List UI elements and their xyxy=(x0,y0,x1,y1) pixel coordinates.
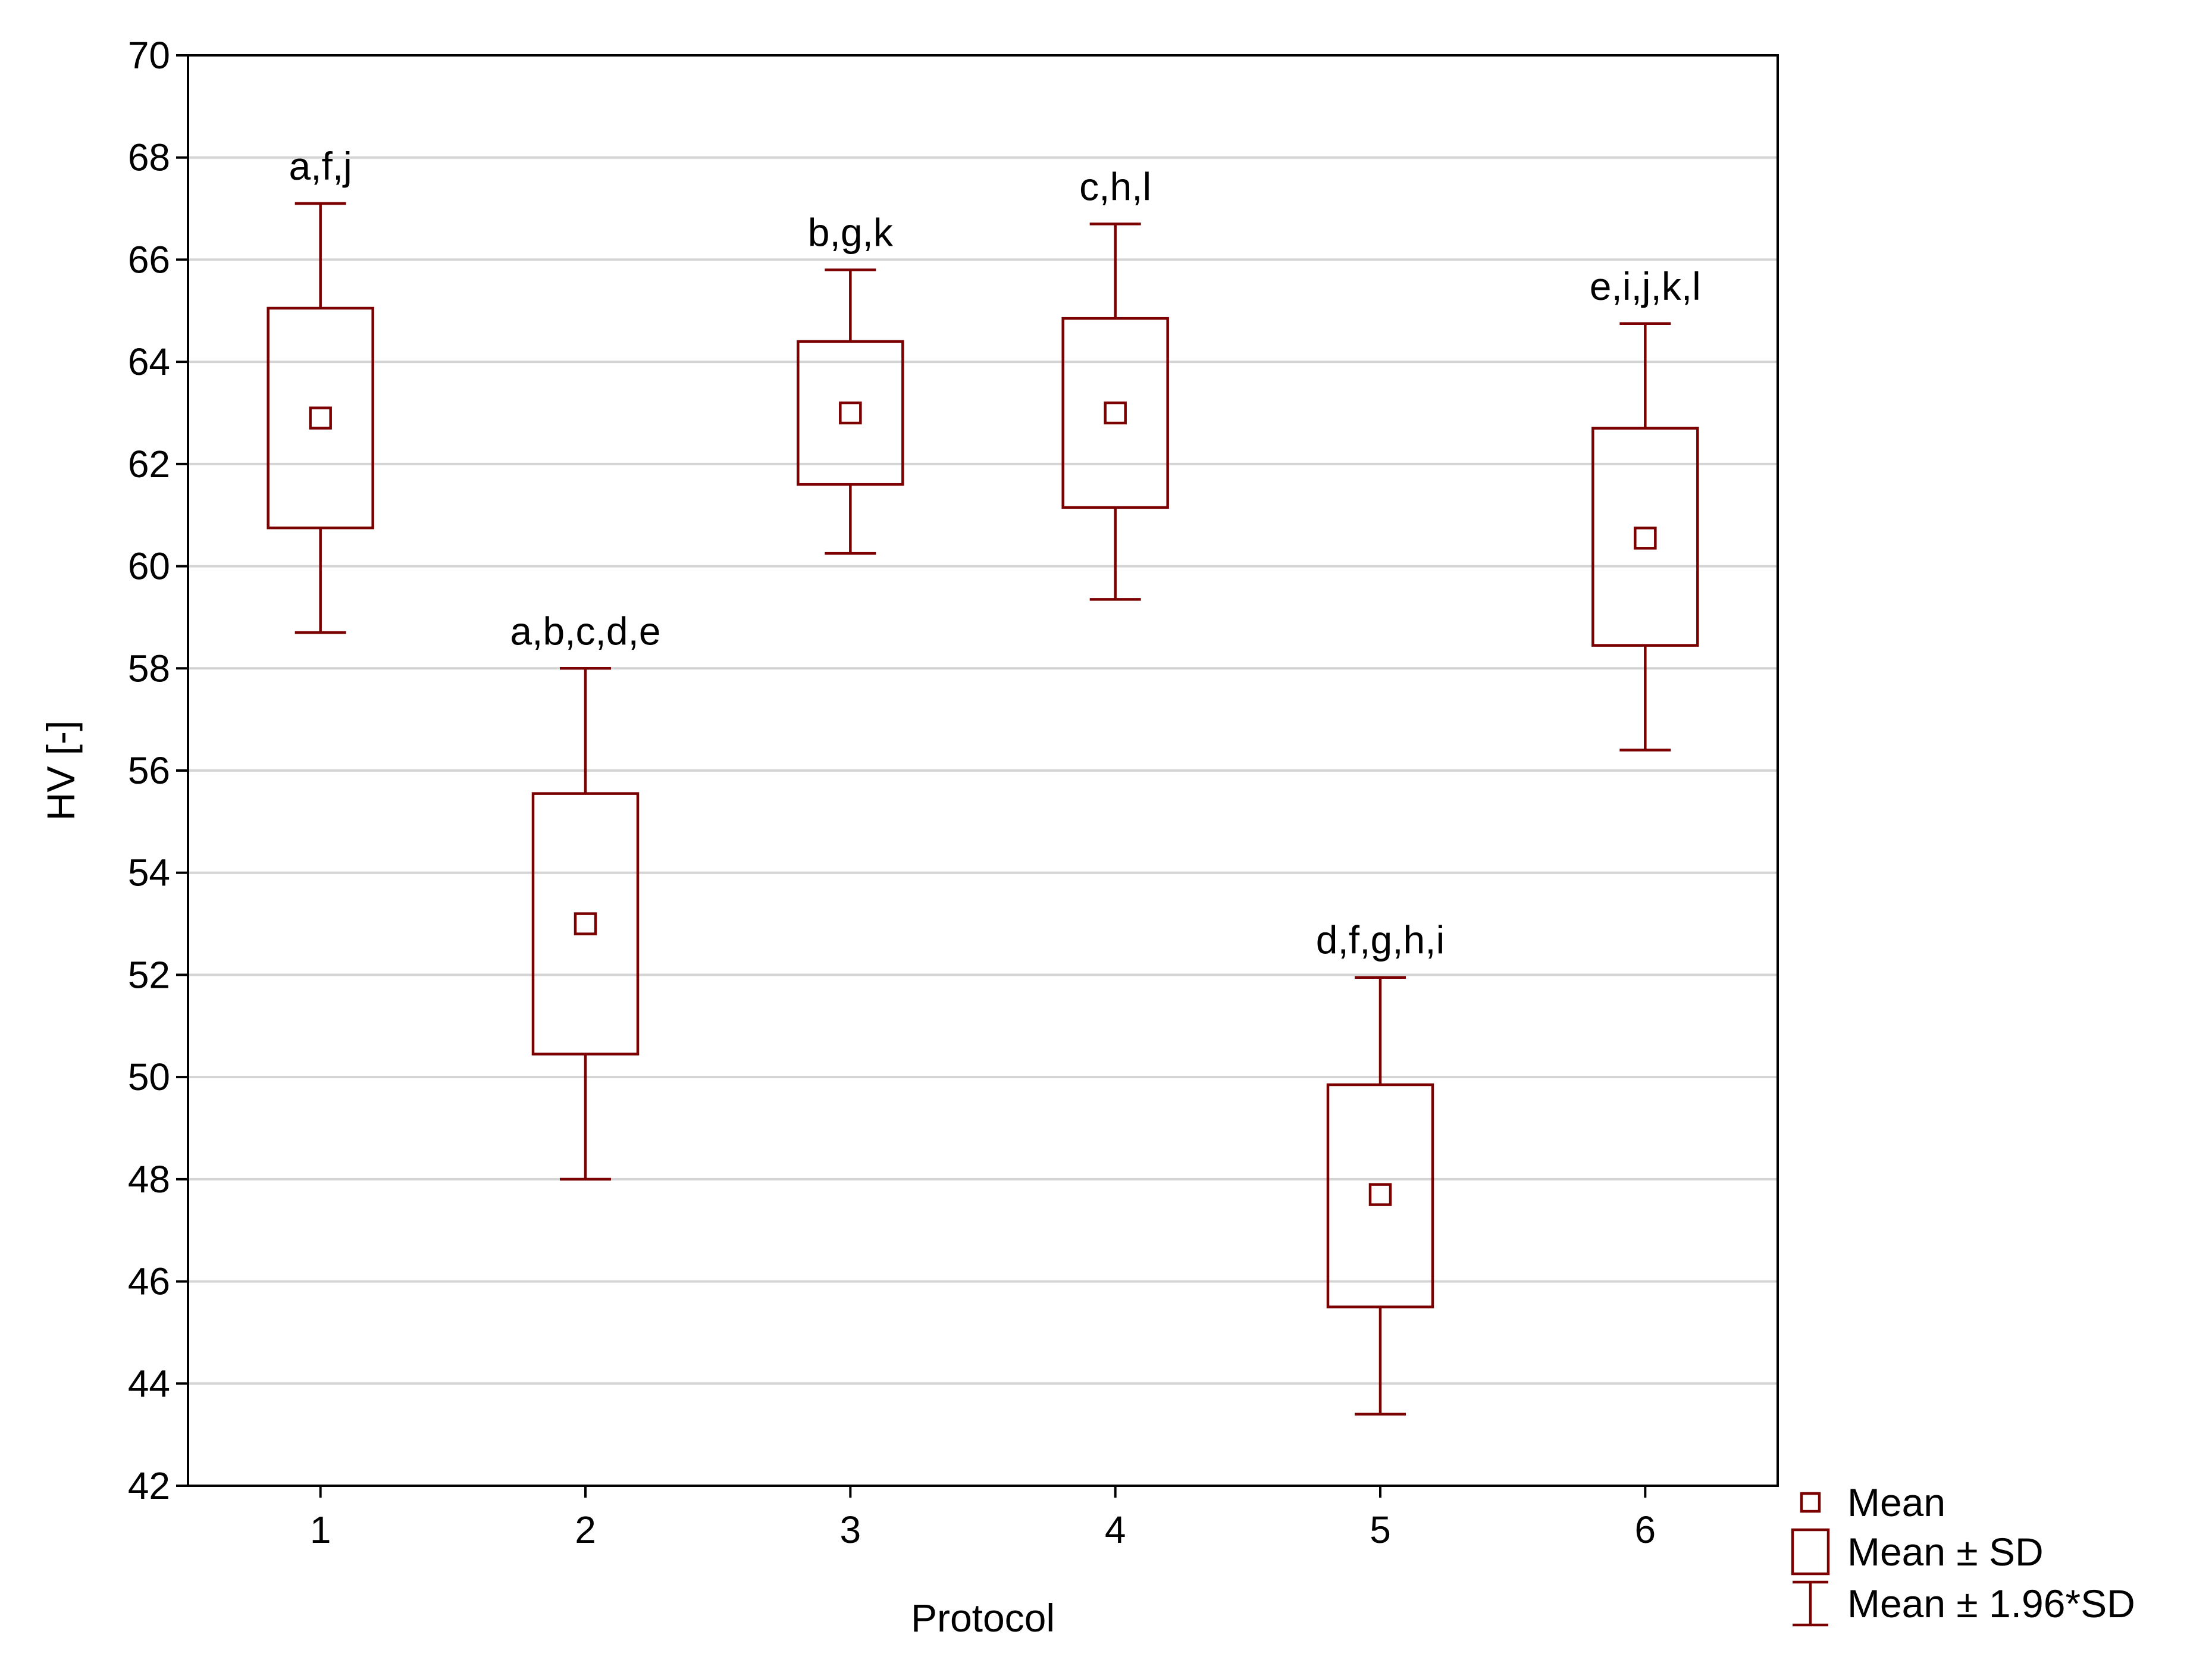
significance-label: b,g,k xyxy=(808,211,894,255)
legend-label: Mean xyxy=(1847,1480,1945,1524)
mean-marker xyxy=(1368,1183,1392,1206)
mean-marker xyxy=(309,406,332,430)
x-tick-label: 6 xyxy=(1635,1508,1656,1551)
plot-layer: a,f,j a,b,c,d,e b,g,k c,h,l d,f,g,h,i e,i,j,k… xyxy=(267,144,1701,1416)
y-tick-label: 68 xyxy=(128,136,170,179)
sd-box xyxy=(1326,1083,1434,1308)
x-tick-label: 1 xyxy=(310,1508,331,1551)
mean-marker xyxy=(1104,401,1127,425)
grid-layer xyxy=(188,156,1778,1385)
sd-box xyxy=(1591,427,1699,647)
x-tick-label: 3 xyxy=(840,1508,861,1551)
mean-marker xyxy=(1634,527,1657,550)
mean-marker xyxy=(574,912,597,935)
y-tick-label: 54 xyxy=(128,851,170,894)
y-tick-label: 62 xyxy=(128,443,170,486)
sd-box xyxy=(267,306,374,530)
x-tick-label: 4 xyxy=(1105,1508,1126,1551)
y-tick-label: 52 xyxy=(128,953,170,996)
legend-item-sd-box: Mean ± SD xyxy=(1791,1528,2044,1576)
y-tick-label: 64 xyxy=(128,340,170,383)
y-tick-label: 44 xyxy=(128,1362,170,1405)
y-tick-label: 60 xyxy=(128,545,170,588)
legend-mean-marker-icon xyxy=(1800,1492,1821,1513)
legend-label: Mean ± SD xyxy=(1847,1530,2044,1574)
y-tick-label: 42 xyxy=(128,1464,170,1507)
legend-label: Mean ± 1.96*SD xyxy=(1847,1582,2135,1626)
sd-box xyxy=(797,340,904,486)
significance-label: e,i,j,k,l xyxy=(1590,264,1701,308)
x-axis-title: Protocol xyxy=(911,1596,1055,1640)
legend-item-ci-whisker: Mean ± 1.96*SD xyxy=(1793,1580,2135,1627)
y-tick-label: 70 xyxy=(128,34,170,77)
x-tick-label: 5 xyxy=(1370,1508,1391,1551)
series-group-4: c,h,l xyxy=(1061,164,1169,601)
legend: Mean Mean ± SD Mean ± 1.96*SD xyxy=(1791,1480,2135,1627)
y-tick-label: 58 xyxy=(128,647,170,690)
y-tick-label: 50 xyxy=(128,1056,170,1098)
series-group-6: e,i,j,k,l xyxy=(1590,264,1701,751)
y-tick-label: 66 xyxy=(128,238,170,281)
series-group-2: a,b,c,d,e xyxy=(510,609,661,1181)
significance-label: a,f,j xyxy=(289,144,352,188)
series-group-5: d,f,g,h,i xyxy=(1316,918,1445,1416)
sd-box xyxy=(1061,317,1169,509)
significance-label: d,f,g,h,i xyxy=(1316,918,1445,962)
sd-box xyxy=(531,792,640,1056)
y-axis-title: HV [-] xyxy=(39,721,83,821)
mean-marker xyxy=(839,401,862,425)
significance-label: a,b,c,d,e xyxy=(510,609,660,653)
y-tick-label: 56 xyxy=(128,749,170,792)
legend-item-mean-marker: Mean xyxy=(1800,1480,1945,1524)
series-group-3: b,g,k xyxy=(797,211,904,555)
y-tick-label: 48 xyxy=(128,1158,170,1201)
series-group-1: a,f,j xyxy=(267,144,374,634)
y-tick-label: 46 xyxy=(128,1260,170,1303)
legend-sd-box-icon xyxy=(1791,1528,1830,1576)
significance-label: c,h,l xyxy=(1079,164,1151,208)
x-tick-label: 2 xyxy=(575,1508,596,1551)
